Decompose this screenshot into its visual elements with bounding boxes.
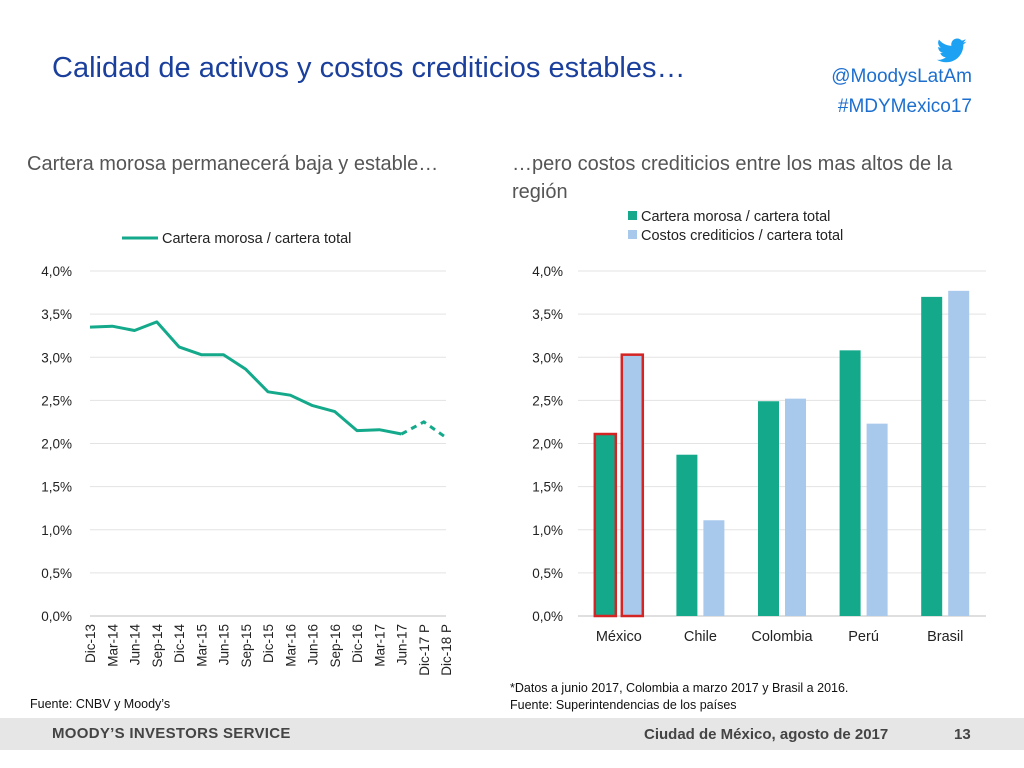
right-x-category-label: México bbox=[596, 629, 642, 645]
bar-cartera-morosa bbox=[676, 454, 698, 616]
right-y-tick-label: 3,0% bbox=[532, 350, 563, 365]
right-source-note: Fuente: Superintendencias de los países bbox=[510, 698, 737, 712]
left-x-tick-label: Dic-18 P bbox=[439, 624, 454, 676]
left-y-tick-label: 0,5% bbox=[41, 566, 72, 581]
left-x-tick-label: Jun-15 bbox=[217, 624, 232, 665]
left-y-tick-label: 1,0% bbox=[41, 523, 72, 538]
right-chart-subtitle: …pero costos crediticios entre los mas a… bbox=[512, 153, 953, 203]
footer-bar bbox=[0, 718, 1024, 750]
charts-canvas: 0,0% 0,5% 1,0% 1,5% 2,0% 2,5% 3,0% 3,5% 4,0% Dic-… bbox=[41, 209, 986, 676]
left-x-tick-label: Mar-16 bbox=[283, 624, 298, 667]
right-y-tick-label: 1,0% bbox=[532, 523, 563, 538]
left-x-tick-label: Mar-17 bbox=[372, 624, 387, 667]
left-x-tick-label: Sep-14 bbox=[150, 624, 165, 668]
right-legend-label: Costos crediticios / cartera total bbox=[641, 228, 843, 244]
bar-costos-crediticios bbox=[866, 423, 888, 616]
bar-cartera-morosa bbox=[758, 401, 779, 616]
left-y-tick-label: 3,5% bbox=[41, 307, 72, 322]
twitter-handle[interactable]: @MoodysLatAm bbox=[831, 66, 972, 87]
right-legend-label: Cartera morosa / cartera total bbox=[641, 209, 830, 225]
left-x-tick-label: Sep-15 bbox=[239, 624, 254, 668]
left-y-tick-label: 3,0% bbox=[41, 350, 72, 365]
left-source-note: Fuente: CNBV y Moody’s bbox=[30, 697, 171, 711]
left-y-tick-label: 4,0% bbox=[41, 264, 72, 279]
right-y-tick-label: 0,5% bbox=[532, 566, 563, 581]
left-x-tick-label: Mar-14 bbox=[105, 624, 120, 667]
right-y-tick-label: 3,5% bbox=[532, 307, 563, 322]
left-y-tick-label: 2,5% bbox=[41, 393, 72, 408]
left-x-tick-label: Sep-16 bbox=[328, 624, 343, 668]
footer-place-date: Ciudad de México, agosto de 2017 bbox=[644, 726, 889, 743]
left-x-tick-label: Mar-15 bbox=[194, 624, 209, 667]
left-x-tick-label: Jun-14 bbox=[128, 624, 143, 666]
footer-brand: MOODY’S INVESTORS SERVICE bbox=[52, 725, 291, 742]
right-x-category-label: Colombia bbox=[751, 629, 813, 645]
left-x-tick-label: Jun-16 bbox=[306, 624, 321, 665]
right-y-tick-label: 0,0% bbox=[532, 609, 563, 624]
bar-cartera-morosa bbox=[921, 296, 943, 616]
right-y-tick-label: 2,0% bbox=[532, 437, 563, 452]
bar-costos-crediticios bbox=[785, 398, 806, 616]
left-x-tick-label: Dic-16 bbox=[350, 624, 365, 663]
right-y-tick-label: 2,5% bbox=[532, 393, 563, 408]
line-series-actual bbox=[89, 320, 402, 436]
left-x-tick-label: Dic-14 bbox=[172, 624, 187, 664]
left-x-tick-label: Dic-17 P bbox=[417, 624, 432, 676]
line-series-projected bbox=[400, 420, 447, 439]
right-x-category-label: Perú bbox=[848, 629, 879, 645]
left-y-tick-label: 0,0% bbox=[41, 609, 72, 624]
page-number: 13 bbox=[954, 726, 971, 743]
left-y-tick-label: 1,5% bbox=[41, 480, 72, 495]
left-chart-subtitle: Cartera morosa permanecerá baja y establ… bbox=[27, 153, 439, 175]
bar-cartera-morosa bbox=[839, 350, 861, 616]
slide-title: Calidad de activos y costos crediticios … bbox=[52, 52, 686, 84]
bar-costos-crediticios bbox=[620, 353, 645, 618]
left-legend-label: Cartera morosa / cartera total bbox=[162, 231, 351, 247]
left-x-tick-label: Dic-13 bbox=[83, 624, 98, 663]
bar-costos-crediticios bbox=[948, 290, 970, 616]
right-data-note: *Datos a junio 2017, Colombia a marzo 20… bbox=[510, 681, 849, 695]
right-x-category-label: Chile bbox=[684, 629, 717, 645]
event-hashtag[interactable]: #MDYMexico17 bbox=[837, 96, 972, 117]
right-legend-swatch bbox=[628, 230, 637, 239]
right-y-tick-label: 1,5% bbox=[532, 480, 563, 495]
right-x-category-label: Brasil bbox=[927, 629, 963, 645]
bar-costos-crediticios bbox=[703, 520, 725, 616]
right-legend-swatch bbox=[628, 211, 637, 220]
left-x-tick-label: Jun-17 bbox=[395, 624, 410, 665]
right-y-tick-label: 4,0% bbox=[532, 264, 563, 279]
left-x-tick-label: Dic-15 bbox=[261, 624, 276, 663]
left-y-tick-label: 2,0% bbox=[41, 437, 72, 452]
twitter-bird-icon bbox=[937, 38, 967, 63]
bar-cartera-morosa bbox=[593, 432, 618, 618]
